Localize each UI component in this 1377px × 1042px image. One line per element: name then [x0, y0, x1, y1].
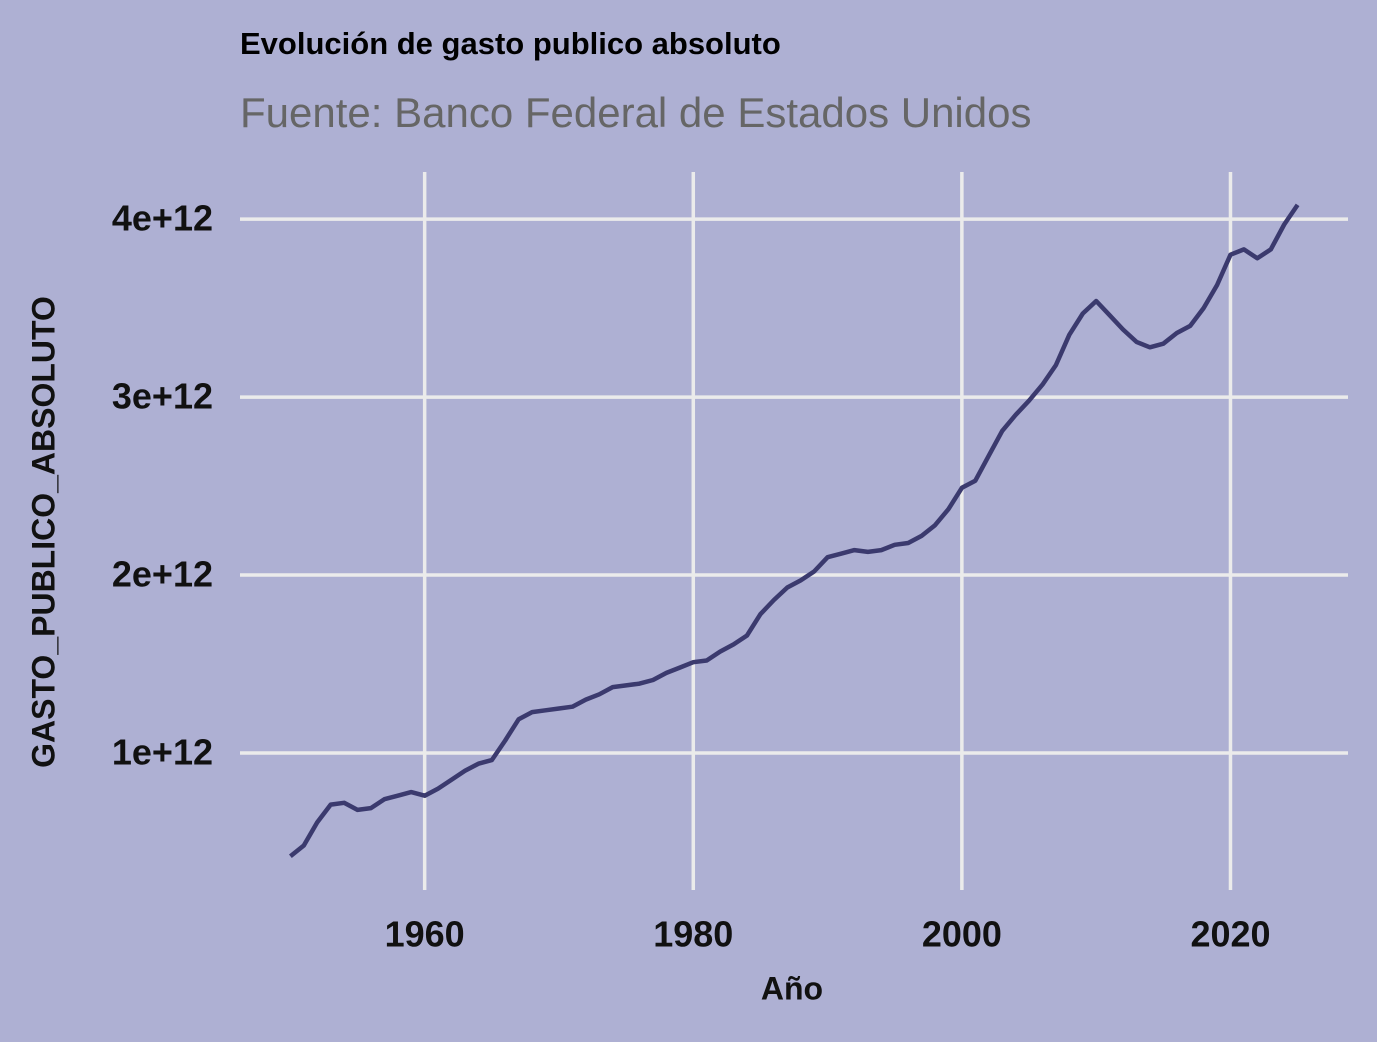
x-axis-label: Año	[761, 970, 823, 1006]
data-line	[288, 203, 1300, 858]
y-axis-label: GASTO_PUBLICO_ABSOLUTO	[25, 296, 61, 768]
y-tick-label: 1e+12	[112, 731, 213, 772]
chart-title: Evolución de gasto publico absoluto	[240, 26, 781, 61]
y-tick-label: 2e+12	[112, 554, 213, 595]
chart-subtitle: Fuente: Banco Federal de Estados Unidos	[240, 89, 1031, 136]
x-tick-label: 2020	[1190, 914, 1270, 955]
x-tick-label: 1960	[385, 914, 465, 955]
x-tick-label: 2000	[922, 914, 1002, 955]
y-tick-label: 4e+12	[112, 198, 213, 239]
x-tick-label: 1980	[653, 914, 733, 955]
y-tick-label: 3e+12	[112, 376, 213, 417]
